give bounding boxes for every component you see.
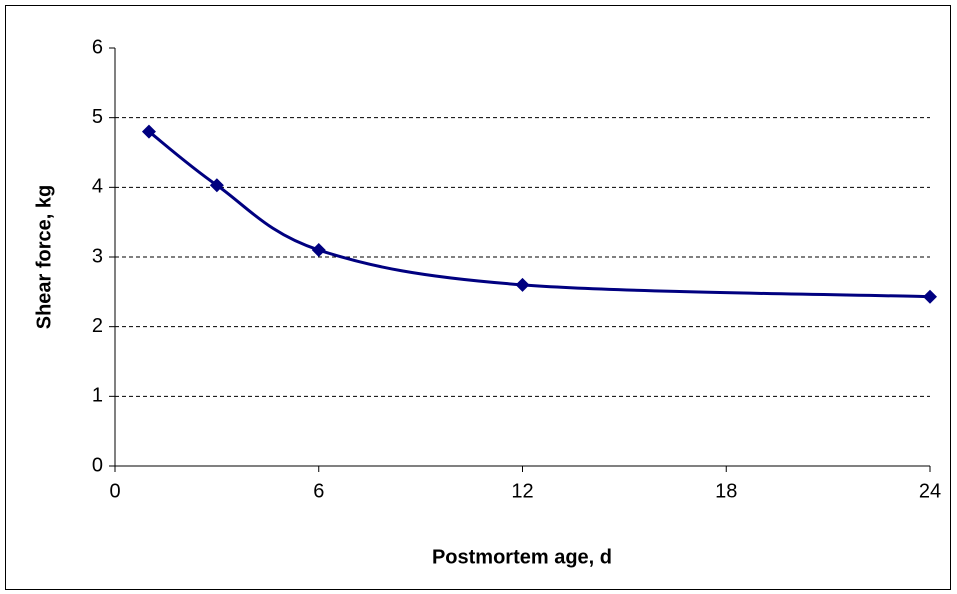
x-tick-label: 12 bbox=[511, 480, 533, 502]
marker bbox=[311, 243, 326, 258]
x-axis-label: Postmortem age, d bbox=[432, 546, 612, 568]
y-axis-label: Shear force, kg bbox=[33, 185, 55, 330]
chart-border bbox=[5, 5, 951, 590]
x-tick-label: 6 bbox=[313, 480, 324, 502]
y-tick-label: 2 bbox=[92, 315, 103, 337]
x-tick-label: 0 bbox=[109, 480, 120, 502]
y-tick-label: 5 bbox=[92, 106, 103, 128]
y-tick-label: 3 bbox=[92, 245, 103, 267]
y-tick-label: 0 bbox=[92, 454, 103, 476]
y-tick-label: 1 bbox=[92, 385, 103, 407]
marker bbox=[141, 124, 156, 139]
marker bbox=[923, 289, 937, 304]
marker bbox=[515, 277, 530, 292]
marker bbox=[209, 178, 224, 193]
x-tick-label: 24 bbox=[919, 480, 941, 502]
y-tick-label: 4 bbox=[92, 176, 103, 198]
y-tick-label: 6 bbox=[92, 36, 103, 58]
x-tick-label: 18 bbox=[715, 480, 737, 502]
